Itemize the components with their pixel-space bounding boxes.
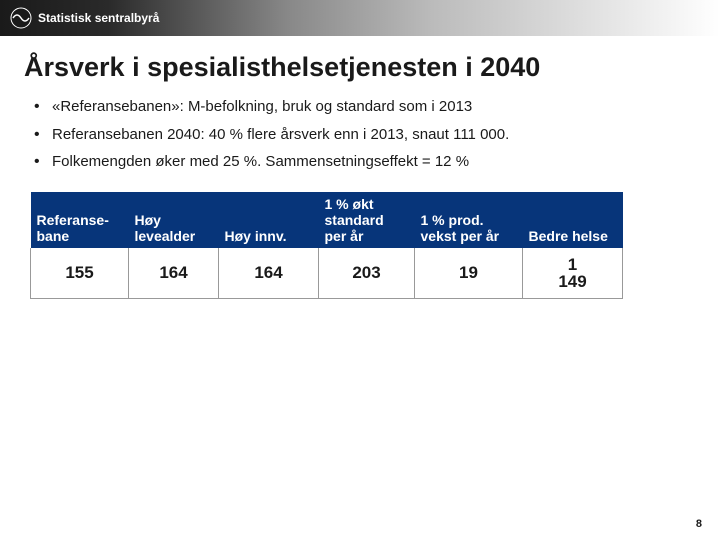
col-header: 1 % øktstandardper år xyxy=(319,192,415,248)
org-name: Statistisk sentralbyrå xyxy=(38,11,159,25)
bullet-item: Folkemengden øker med 25 %. Sammensetnin… xyxy=(34,152,720,172)
bullet-item: Referansebanen 2040: 40 % flere årsverk … xyxy=(34,125,720,145)
data-table: Referanse-bane Høylevealder Høy innv. 1 … xyxy=(30,192,623,299)
table-cell: 1149 xyxy=(523,248,623,299)
bullet-item: «Referansebanen»: M-befolkning, bruk og … xyxy=(34,97,720,117)
data-table-wrap: Referanse-bane Høylevealder Høy innv. 1 … xyxy=(30,192,720,299)
col-header: 1 % prod.vekst per år xyxy=(415,192,523,248)
bullet-list: «Referansebanen»: M-befolkning, bruk og … xyxy=(34,97,720,172)
logo: Statistisk sentralbyrå xyxy=(10,7,159,29)
table-cell: 164 xyxy=(129,248,219,299)
page-title: Årsverk i spesialisthelsetjenesten i 204… xyxy=(24,52,720,83)
table-cell: 164 xyxy=(219,248,319,299)
table-cell: 155 xyxy=(31,248,129,299)
table-row: 155 164 164 203 19 1149 xyxy=(31,248,623,299)
page-number: 8 xyxy=(696,518,702,530)
col-header: Referanse-bane xyxy=(31,192,129,248)
table-header-row: Referanse-bane Høylevealder Høy innv. 1 … xyxy=(31,192,623,248)
col-header: Høy innv. xyxy=(219,192,319,248)
table-cell: 203 xyxy=(319,248,415,299)
col-header: Høylevealder xyxy=(129,192,219,248)
logo-icon xyxy=(10,7,32,29)
header-bar: Statistisk sentralbyrå xyxy=(0,0,720,36)
col-header: Bedre helse xyxy=(523,192,623,248)
table-cell: 19 xyxy=(415,248,523,299)
